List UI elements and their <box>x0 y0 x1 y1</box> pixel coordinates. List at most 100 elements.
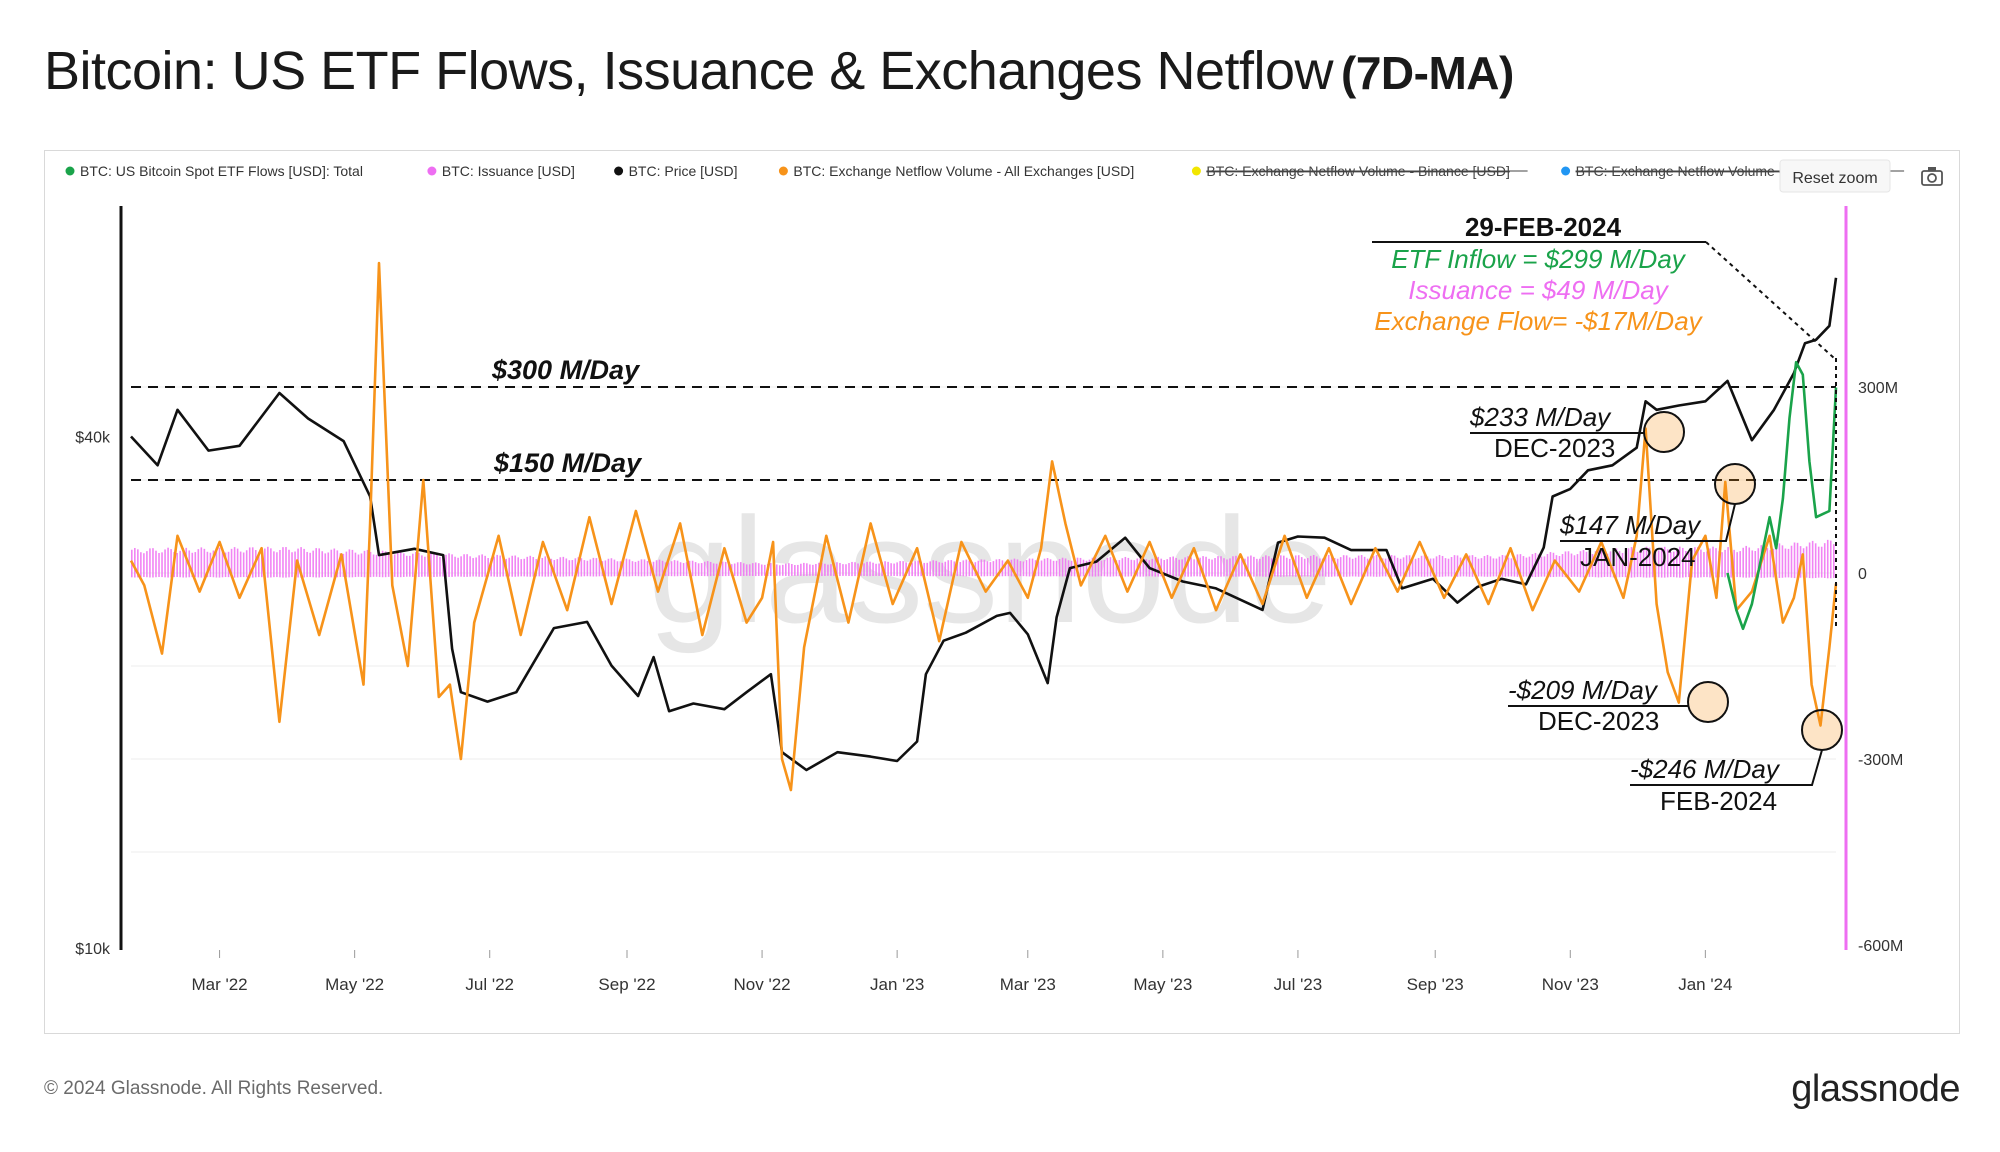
issuance-bar <box>815 563 817 576</box>
issuance-bar <box>673 560 676 577</box>
issuance-bar <box>1546 554 1549 577</box>
issuance-bar <box>375 554 378 577</box>
issuance-bar <box>1498 556 1501 577</box>
issuance-bar <box>769 563 772 576</box>
issuance-bar <box>445 554 447 577</box>
x-tick-label-10: Nov '23 <box>1542 975 1599 994</box>
x-tick-label-7: May '23 <box>1133 975 1192 994</box>
issuance-bar <box>559 557 562 577</box>
issuance-bar <box>646 560 649 577</box>
issuance-bar <box>1832 544 1835 578</box>
x-tick-label-1: May '22 <box>325 975 384 994</box>
issuance-bar <box>1525 557 1528 577</box>
glassnode-logo: glassnode <box>1791 1068 1960 1110</box>
y-right-tick-3: -600M <box>1858 938 1903 955</box>
issuance-bar <box>384 551 387 578</box>
issuance-bar <box>1178 559 1180 577</box>
issuance-bar <box>233 547 236 578</box>
issuance-bar <box>484 555 486 577</box>
issuance-bar <box>1342 555 1345 577</box>
issuance-bar <box>523 558 526 577</box>
issuance-bar <box>595 558 598 577</box>
issuance-bar <box>1291 557 1294 577</box>
issuance-bar <box>1489 556 1492 577</box>
issuance-bar <box>303 548 305 578</box>
issuance-bar <box>194 552 197 578</box>
issuance-bar <box>191 552 194 578</box>
issuance-bar <box>712 563 715 576</box>
issuance-bar <box>893 563 895 576</box>
callout-233-date: DEC-2023 <box>1494 433 1615 463</box>
issuance-bar <box>941 562 944 577</box>
issuance-bar <box>481 554 483 577</box>
issuance-bar <box>1160 558 1163 577</box>
issuance-bar <box>1441 555 1444 577</box>
issuance-bar <box>1046 558 1049 577</box>
annotation-exchange: Exchange Flow= -$17M/Day <box>1374 306 1703 336</box>
issuance-bar <box>586 560 589 577</box>
issuance-bar <box>547 556 550 577</box>
issuance-bar <box>1279 555 1282 577</box>
issuance-bar <box>598 559 601 577</box>
issuance-bar <box>1519 554 1522 577</box>
issuance-bar <box>478 555 480 577</box>
issuance-bar <box>1378 556 1381 577</box>
issuance-bar <box>405 555 408 577</box>
issuance-bar <box>336 550 339 578</box>
issuance-bar <box>1648 547 1651 578</box>
x-tick-label-9: Sep '23 <box>1407 975 1464 994</box>
issuance-bar <box>565 558 568 577</box>
issuance-bar <box>1582 549 1585 578</box>
issuance-bar <box>1040 560 1043 577</box>
annotation-pointer <box>1705 241 1835 359</box>
issuance-bar <box>396 552 399 578</box>
issuance-bar <box>1540 556 1543 577</box>
issuance-bar <box>257 552 260 578</box>
issuance-bar <box>1721 552 1723 578</box>
issuance-bar <box>1793 542 1796 579</box>
issuance-bar <box>1706 551 1708 578</box>
issuance-bar <box>1606 553 1609 577</box>
legend-marker-0 <box>65 166 75 176</box>
right-y-axis: 300M 0 -300M -600M <box>1858 380 1903 955</box>
issuance-bar <box>161 552 163 578</box>
issuance-bar <box>1288 558 1291 577</box>
issuance-bar <box>739 562 742 577</box>
callout-209-date: DEC-2023 <box>1538 706 1659 736</box>
issuance-bar <box>493 556 495 577</box>
issuance-bar <box>1594 551 1597 578</box>
issuance-bar <box>167 547 169 578</box>
issuance-bar <box>658 559 661 577</box>
issuance-bar <box>176 552 178 578</box>
copyright: © 2024 Glassnode. All Rights Reserved. <box>44 1078 384 1099</box>
issuance-bar <box>1543 556 1546 577</box>
issuance-bar <box>715 563 718 576</box>
reset-zoom-button[interactable]: Reset zoom <box>1779 159 1891 193</box>
issuance-bar <box>1007 561 1010 577</box>
issuance-bar <box>995 559 998 577</box>
issuance-bar <box>1016 559 1019 577</box>
issuance-bar <box>1004 561 1007 577</box>
issuance-bar <box>836 562 838 577</box>
callout-147: $147 M/Day JAN-2024 <box>1559 463 1756 572</box>
issuance-bar <box>333 548 336 578</box>
issuance-bar <box>212 550 215 578</box>
issuance-bar <box>914 561 916 577</box>
callout-147-leader <box>1560 503 1736 542</box>
issuance-bar <box>887 561 889 577</box>
issuance-bar <box>998 559 1001 577</box>
reference-label-0: $300 M/Day <box>491 355 641 385</box>
y-right-tick-1: 0 <box>1858 566 1867 583</box>
issuance-bar <box>466 554 468 577</box>
issuance-bar <box>363 550 366 578</box>
issuance-bar <box>399 551 402 578</box>
issuance-bar <box>224 552 227 578</box>
camera-icon[interactable] <box>1921 167 1943 186</box>
issuance-bar <box>439 556 441 577</box>
issuance-bar <box>469 556 471 577</box>
issuance-bar <box>306 551 308 578</box>
issuance-bar <box>1742 547 1744 578</box>
issuance-bar <box>1013 558 1016 577</box>
issuance-bar <box>1381 558 1384 577</box>
x-tick-label-4: Nov '22 <box>734 975 791 994</box>
